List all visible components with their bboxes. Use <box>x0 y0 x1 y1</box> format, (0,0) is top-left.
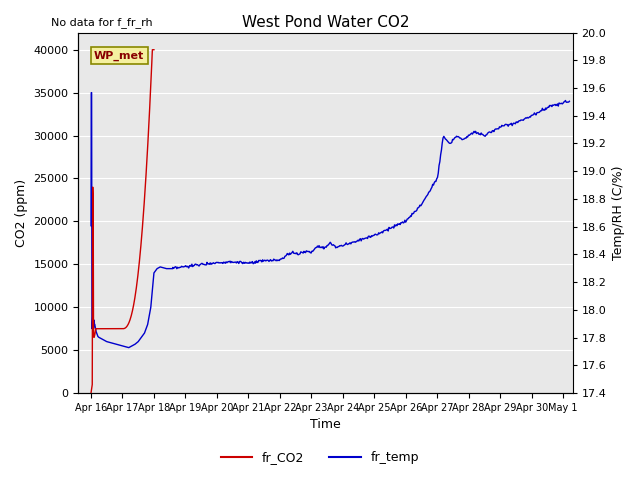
Y-axis label: CO2 (ppm): CO2 (ppm) <box>15 179 28 247</box>
Text: WP_met: WP_met <box>94 50 145 60</box>
X-axis label: Time: Time <box>310 419 341 432</box>
Text: No data for f_fr_rh: No data for f_fr_rh <box>51 17 153 28</box>
Title: West Pond Water CO2: West Pond Water CO2 <box>242 15 409 30</box>
Y-axis label: Temp/RH (C/%): Temp/RH (C/%) <box>612 166 625 260</box>
Legend: fr_CO2, fr_temp: fr_CO2, fr_temp <box>216 446 424 469</box>
